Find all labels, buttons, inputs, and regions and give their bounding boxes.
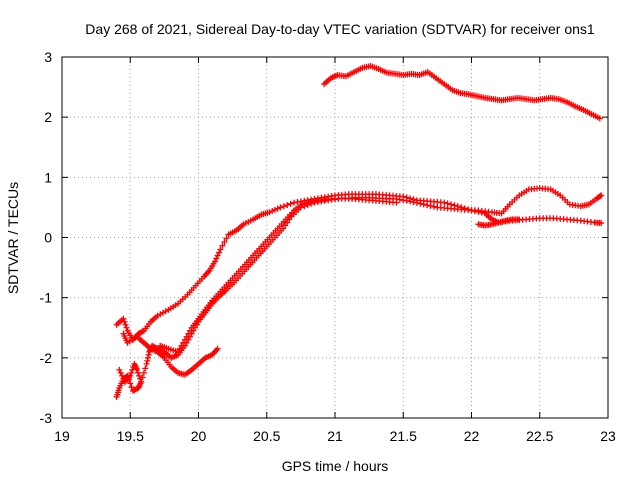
data-point	[215, 249, 222, 256]
x-tick-label: 21.5	[390, 428, 417, 444]
data-point	[221, 239, 228, 246]
data-point	[424, 202, 431, 209]
data-point	[180, 339, 187, 346]
data-point	[185, 330, 192, 337]
data-point	[269, 208, 276, 215]
data-point	[277, 204, 284, 211]
series-arc-c	[120, 330, 221, 378]
y-tick-label: 1	[44, 169, 52, 185]
data-point	[176, 345, 183, 352]
data-point	[284, 202, 291, 209]
data-point	[120, 315, 127, 322]
data-point	[214, 252, 221, 259]
series-arc-b	[116, 185, 605, 385]
data-point	[420, 201, 427, 208]
series-arc-f	[475, 216, 523, 229]
grid-lines	[62, 57, 608, 418]
data-point	[280, 203, 287, 210]
x-axis-label: GPS time / hours	[282, 458, 389, 474]
x-tick-label: 20	[191, 428, 207, 444]
data-point	[138, 378, 145, 385]
data-point	[217, 246, 224, 253]
data-point	[223, 235, 230, 242]
data-point	[124, 372, 131, 379]
data-point	[178, 342, 185, 349]
data-point	[274, 205, 281, 212]
data-point	[427, 202, 434, 209]
y-tick-label: -1	[40, 290, 53, 306]
data-point	[417, 200, 424, 207]
data-point	[516, 216, 523, 223]
data-point	[128, 369, 135, 376]
x-tick-label: 19.5	[117, 428, 144, 444]
data-point	[410, 199, 417, 206]
data-point	[143, 360, 150, 367]
data-point	[213, 255, 220, 262]
x-tick-label: 23	[600, 428, 616, 444]
chart-title: Day 268 of 2021, Sidereal Day-to-day VTE…	[85, 21, 595, 37]
data-point	[116, 366, 123, 373]
data-point	[181, 336, 188, 343]
data-point	[598, 192, 605, 199]
data-point	[144, 354, 151, 361]
x-tick-label: 21	[327, 428, 343, 444]
data-point	[211, 258, 218, 265]
x-tick-label: 22.5	[526, 428, 553, 444]
x-tick-label: 22	[464, 428, 480, 444]
x-tick-label: 20.5	[253, 428, 280, 444]
series-arc-g	[321, 63, 603, 122]
data-point	[175, 348, 182, 355]
data-point	[214, 345, 221, 352]
y-tick-label: 3	[44, 49, 52, 65]
data-point	[144, 357, 151, 364]
data-series	[113, 63, 605, 400]
y-tick-label: -3	[40, 410, 53, 426]
data-point	[123, 373, 130, 380]
data-point	[128, 384, 135, 391]
data-point	[139, 374, 146, 381]
data-point	[441, 199, 448, 206]
data-point	[135, 369, 142, 376]
data-point	[136, 372, 143, 379]
data-point	[140, 369, 147, 376]
data-point	[145, 351, 152, 358]
data-point	[598, 220, 605, 227]
data-point	[127, 380, 134, 387]
y-tick-label: 2	[44, 109, 52, 125]
data-point	[407, 198, 414, 205]
data-point	[121, 318, 128, 325]
data-point	[280, 225, 287, 232]
y-axis-label: SDTVAR / TECUs	[5, 182, 21, 294]
data-point	[596, 115, 603, 122]
data-point	[123, 324, 130, 331]
data-point	[413, 199, 420, 206]
data-point	[282, 222, 289, 229]
data-point	[134, 366, 141, 373]
data-point	[284, 219, 291, 226]
data-point	[125, 376, 132, 383]
data-point	[271, 206, 278, 213]
series-arc-a	[113, 191, 605, 343]
y-tick-label: 0	[44, 230, 52, 246]
series-arc-e	[113, 372, 145, 400]
data-point	[117, 369, 124, 376]
data-point	[219, 242, 226, 249]
data-point	[287, 200, 294, 207]
data-point	[266, 209, 273, 216]
data-point	[393, 199, 400, 206]
series-arc-d	[157, 195, 400, 355]
data-point	[186, 327, 193, 334]
data-point	[597, 193, 604, 200]
y-tick-label: -2	[40, 350, 53, 366]
data-point	[183, 333, 190, 340]
x-tick-label: 19	[54, 428, 70, 444]
data-point	[142, 365, 149, 372]
data-point	[122, 321, 129, 328]
data-point	[430, 203, 437, 210]
